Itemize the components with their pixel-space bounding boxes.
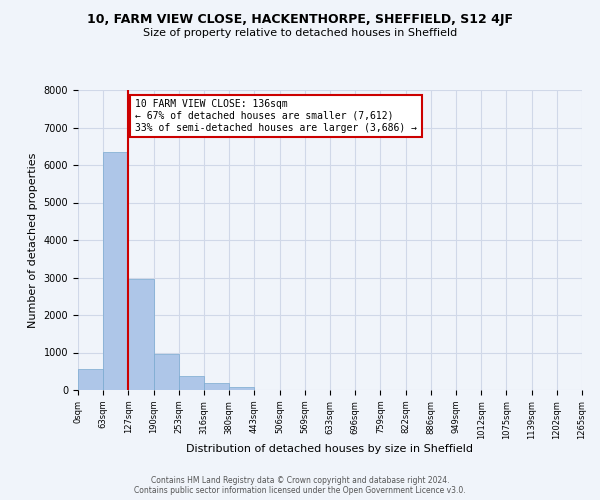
Bar [154,354,179,390]
Bar [204,384,229,390]
X-axis label: Distribution of detached houses by size in Sheffield: Distribution of detached houses by size … [187,444,473,454]
Y-axis label: Number of detached properties: Number of detached properties [28,152,38,328]
Bar [229,386,254,390]
Text: 10 FARM VIEW CLOSE: 136sqm
← 67% of detached houses are smaller (7,612)
33% of s: 10 FARM VIEW CLOSE: 136sqm ← 67% of deta… [134,100,416,132]
Text: 10, FARM VIEW CLOSE, HACKENTHORPE, SHEFFIELD, S12 4JF: 10, FARM VIEW CLOSE, HACKENTHORPE, SHEFF… [87,12,513,26]
Text: Size of property relative to detached houses in Sheffield: Size of property relative to detached ho… [143,28,457,38]
Bar [128,280,154,390]
Bar [179,376,204,390]
Bar [103,152,128,390]
Bar [78,370,103,390]
Text: Contains HM Land Registry data © Crown copyright and database right 2024.
Contai: Contains HM Land Registry data © Crown c… [134,476,466,495]
